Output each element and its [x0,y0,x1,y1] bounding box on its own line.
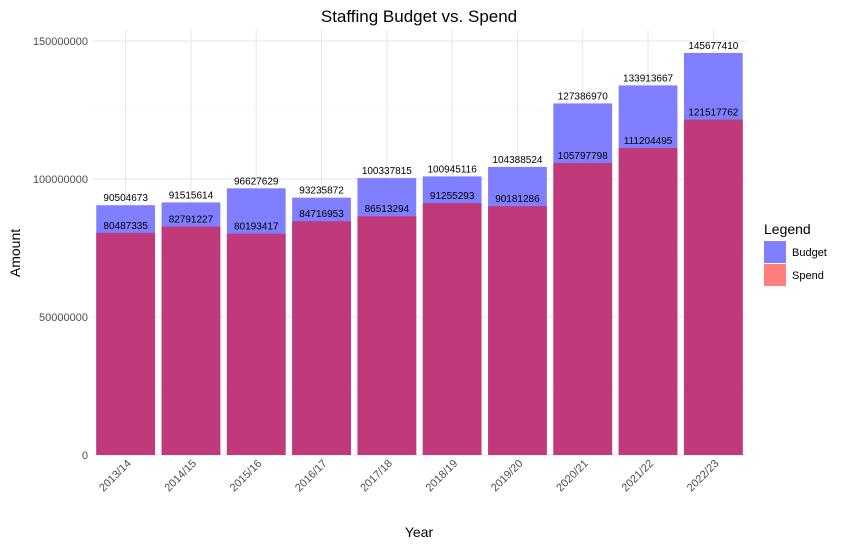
x-tick-label: 2014/15 [162,458,199,495]
spend-data-label: 80193417 [234,222,279,233]
spend-data-label: 111204495 [624,136,673,147]
budget-data-label: 145677410 [688,41,738,52]
spend-data-label: 121517762 [688,108,738,119]
budget-data-label: 93235872 [299,186,344,197]
x-tick-label: 2017/18 [358,458,395,495]
y-tick-label: 0 [82,450,88,462]
spend-bar [618,148,678,455]
spend-data-label: 80487335 [103,221,148,232]
x-tick-label: 2018/19 [424,458,461,495]
y-tick-label: 50000000 [39,312,88,324]
budget-data-label: 90504673 [103,193,148,204]
spend-data-label: 84716953 [299,209,344,220]
spend-data-label: 105797798 [558,151,608,162]
spend-bar [96,232,156,455]
budget-data-label: 96627629 [234,176,279,187]
budget-data-label: 104388524 [492,155,542,166]
budget-data-label: 100337815 [362,166,412,177]
x-axis-title: Year [405,524,434,540]
x-tick-label: 2013/14 [97,458,134,495]
spend-data-label: 82791227 [169,214,214,225]
spend-bar [422,203,482,455]
data-labels: 90504673 80487335 91515614 82791227 96627629… [103,41,738,233]
y-tick-label: 100000000 [33,174,88,186]
x-tick-label: 2021/22 [620,458,657,495]
spend-bar [292,221,351,455]
budget-data-label: 133913667 [623,73,673,84]
spend-bar [683,119,743,456]
budget-legend-label: Budget [792,247,827,259]
spend-bar [161,226,221,455]
spend-legend-label: Spend [792,270,824,282]
legend-title: Legend [764,221,811,237]
x-axis: 2013/14 2014/15 2015/16 2016/17 2017/18 2018/… [97,458,721,495]
spend-legend-swatch [764,264,786,286]
spend-data-label: 86513294 [365,204,410,215]
spend-data-label: 90181286 [495,194,540,205]
legend: Legend Budget Spend [764,221,827,286]
y-axis-title: Amount [7,229,23,277]
y-tick-label: 150000000 [33,36,88,48]
spend-data-label: 91255293 [430,191,475,202]
bars [96,52,743,456]
budget-data-label: 127386970 [558,91,608,102]
x-tick-label: 2015/16 [228,458,265,495]
budget-legend-swatch [764,241,786,263]
y-axis: 0 50000000 100000000 150000000 [33,36,88,462]
x-tick-label: 2016/17 [293,458,330,495]
budget-data-label: 91515614 [169,190,214,201]
chart-title: Staffing Budget vs. Spend [321,7,517,26]
spend-bar [357,216,417,455]
spend-bar [553,162,613,455]
x-tick-label: 2022/23 [685,458,722,495]
x-tick-label: 2019/20 [489,458,526,495]
spend-bar [226,233,286,455]
spend-bar [488,206,547,455]
budget-data-label: 100945116 [427,164,477,175]
x-tick-label: 2020/21 [554,458,591,495]
